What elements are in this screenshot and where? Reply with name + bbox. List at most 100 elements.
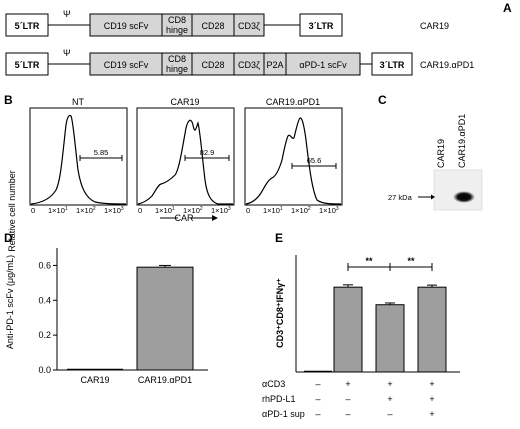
e-bar <box>417 286 447 373</box>
histogram-title: CAR19.αPD1 <box>266 97 320 107</box>
segment-label: P2A <box>266 60 283 70</box>
tick-2: 1×102 <box>183 206 203 215</box>
segment-label: CD19 scFv <box>104 60 149 70</box>
segment-label-line1: CD8 <box>168 54 186 64</box>
b-ylabel: Relative cell number <box>7 170 17 252</box>
panel-label-d: D <box>4 231 13 245</box>
blot-band <box>453 191 475 203</box>
histogram-frame <box>29 107 128 206</box>
gate-value: 82.9 <box>200 148 215 157</box>
gate-value: 65.6 <box>307 156 322 165</box>
construct-name: CAR19 <box>420 21 449 31</box>
e-condition-mark: + <box>387 394 392 404</box>
construct-car19-apd1: 5´LTR Ψ CD19 scFv CD8 hinge CD28 CD3ζ P2… <box>5 48 474 76</box>
chart-e: ** **αCD3– + + +rhPD-L1– – + +αPD-1 sup – – – + <box>262 255 460 419</box>
histogram-car19-apd1: CAR19.αPD1 65.6 0 1×101 1×102 1×103 <box>244 97 343 215</box>
d-y-tick-label: 0.0 <box>38 365 51 375</box>
d-ylabel: Anti-PD-1 scFv (μg/mL) <box>5 255 15 349</box>
x-ticks: 0 1×101 1×102 1×103 <box>246 206 339 215</box>
e-bar <box>333 286 363 373</box>
b-xlabel-arrowhead <box>212 215 218 221</box>
b-xlabel: CAR <box>174 213 194 223</box>
e-significance-label: ** <box>365 256 373 266</box>
e-condition-mark: – <box>387 409 392 419</box>
e-significance-label: ** <box>407 256 415 266</box>
panel-label-b: B <box>4 93 13 107</box>
histogram-curve <box>245 117 342 205</box>
tick-1: 1×101 <box>48 206 68 215</box>
e-condition-mark: + <box>387 379 392 389</box>
tick-3: 1×103 <box>319 206 339 215</box>
tick-0: 0 <box>246 206 250 215</box>
panel-label-e: E <box>275 231 283 245</box>
ltr3-box <box>299 13 343 37</box>
d-bar <box>136 266 194 371</box>
e-condition-label: rhPD-L1 <box>262 394 296 404</box>
segment-label-line2: hinge <box>166 64 188 74</box>
panel-label-a: A <box>503 1 512 15</box>
lane-label-car19-apd1: CAR19.αPD1 <box>457 114 467 168</box>
tick-2: 1×102 <box>291 206 311 215</box>
marker-label: 27 kDa <box>388 193 413 202</box>
histogram-title: CAR19 <box>170 97 199 107</box>
construct-name: CAR19.αPD1 <box>420 60 474 70</box>
panel-label-c: C <box>378 93 387 107</box>
e-condition-mark: – <box>315 409 320 419</box>
x-ticks: 0 1×101 1×102 1×103 <box>138 206 231 215</box>
e-condition-mark: – <box>345 394 350 404</box>
e-condition-label: αCD3 <box>262 379 285 389</box>
histogram-frame <box>244 107 343 206</box>
histogram-curve <box>30 114 127 205</box>
ltr3-label: 3´LTR <box>309 21 334 31</box>
marker-arrowhead <box>431 194 435 200</box>
x-ticks: 0 1×101 1×102 1×103 <box>31 206 124 215</box>
tick-2: 1×102 <box>76 206 96 215</box>
histogram-car19: CAR19 82.9 0 1×101 1×102 1×103 <box>136 97 235 215</box>
e-ylabel: CD3⁺CD8⁺IFNγ⁺ <box>275 278 285 348</box>
psi-label: Ψ <box>63 48 71 58</box>
histogram-curve <box>137 119 233 205</box>
segment-label: CD28 <box>201 21 224 31</box>
d-y-tick-label: 0.4 <box>38 295 51 305</box>
e-condition-label: αPD-1 sup <box>262 409 305 419</box>
ltr3-label: 3´LTR <box>380 60 405 70</box>
lane-label-car19: CAR19 <box>436 139 446 168</box>
d-y-tick-label: 0.2 <box>38 330 51 340</box>
e-condition-mark: – <box>315 379 320 389</box>
ltr3-box <box>371 52 413 76</box>
segment-label: αPD-1 scFv <box>299 60 347 70</box>
tick-3: 1×103 <box>211 206 231 215</box>
segment-label: CD28 <box>201 60 224 70</box>
segment-label: CD3ζ <box>238 60 260 70</box>
chart-d: 0.0 0.2 0.4 0.6 CAR19 CAR19.αPD1 <box>38 248 208 385</box>
ltr5-label: 5´LTR <box>15 21 40 31</box>
histogram-nt: NT 5.85 0 1×101 1×102 1×103 <box>29 97 128 215</box>
e-condition-mark: – <box>345 409 350 419</box>
e-condition-mark: – <box>315 394 320 404</box>
ltr5-label: 5´LTR <box>15 60 40 70</box>
e-condition-mark: + <box>429 409 434 419</box>
tick-1: 1×101 <box>155 206 175 215</box>
d-x-tick-label: CAR19.αPD1 <box>138 375 192 385</box>
d-x-tick-label: CAR19 <box>80 375 109 385</box>
e-bar <box>375 304 405 373</box>
construct-car19: 5´LTR Ψ CD19 scFv CD8 hinge CD28 CD3ζ 3´… <box>5 9 449 37</box>
e-condition-mark: + <box>429 394 434 404</box>
western-blot-membrane <box>433 169 483 211</box>
segment-label: CD3ζ <box>238 21 260 31</box>
tick-3: 1×103 <box>104 206 124 215</box>
tick-0: 0 <box>31 206 35 215</box>
gate-value: 5.85 <box>94 148 109 157</box>
d-y-tick-label: 0.6 <box>38 260 51 270</box>
histogram-title: NT <box>72 97 84 107</box>
psi-label: Ψ <box>63 9 71 19</box>
e-condition-mark: + <box>429 379 434 389</box>
segment-label-line1: CD8 <box>168 15 186 25</box>
tick-1: 1×101 <box>263 206 283 215</box>
e-condition-mark: + <box>345 379 350 389</box>
segment-label: CD19 scFv <box>104 21 149 31</box>
histogram-frame <box>136 107 235 206</box>
tick-0: 0 <box>138 206 142 215</box>
segment-label-line2: hinge <box>166 25 188 35</box>
